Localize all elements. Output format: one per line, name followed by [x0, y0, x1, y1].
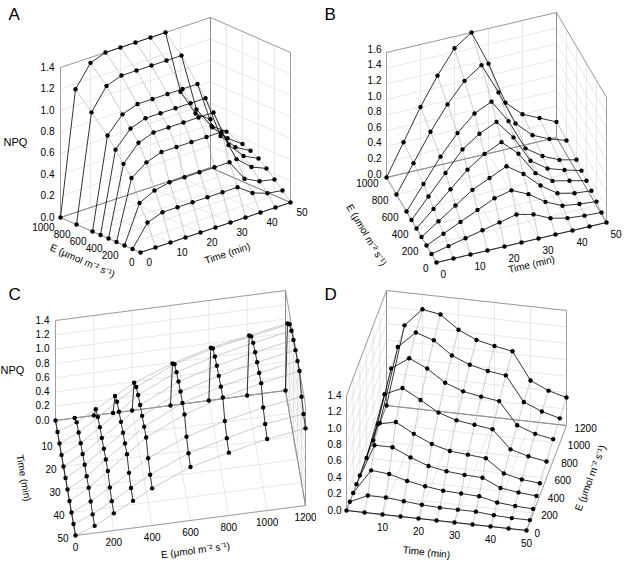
svg-text:0.8: 0.8 — [41, 126, 55, 137]
svg-text:1.0: 1.0 — [36, 343, 50, 354]
svg-text:Time (min): Time (min) — [507, 253, 556, 275]
svg-text:E (μmol m⁻² s⁻¹): E (μmol m⁻² s⁻¹) — [49, 242, 117, 280]
svg-text:1000: 1000 — [256, 517, 279, 528]
svg-text:10: 10 — [475, 261, 487, 272]
svg-text:1.0: 1.0 — [41, 105, 55, 116]
svg-text:0.4: 0.4 — [368, 137, 382, 148]
svg-text:0.0: 0.0 — [36, 415, 50, 426]
svg-text:200: 200 — [102, 250, 119, 261]
svg-text:0.2: 0.2 — [36, 400, 50, 411]
svg-text:1.2: 1.2 — [328, 406, 342, 417]
svg-text:1.6: 1.6 — [368, 44, 382, 55]
svg-text:Time (min): Time (min) — [203, 241, 251, 266]
svg-text:0.6: 0.6 — [368, 122, 382, 133]
svg-text:600: 600 — [555, 475, 572, 486]
svg-text:800: 800 — [220, 522, 237, 533]
svg-text:0.8: 0.8 — [368, 106, 382, 117]
svg-text:E (μmol m⁻² s⁻¹): E (μmol m⁻² s⁻¹) — [160, 540, 230, 560]
svg-text:30: 30 — [449, 530, 461, 541]
svg-text:D: D — [325, 285, 337, 304]
svg-text:0.2: 0.2 — [368, 153, 382, 164]
svg-text:1.4: 1.4 — [36, 315, 50, 326]
svg-text:1000: 1000 — [568, 440, 591, 451]
svg-text:B: B — [325, 5, 336, 24]
svg-text:0.8: 0.8 — [36, 358, 50, 369]
svg-text:0.2: 0.2 — [328, 488, 342, 499]
svg-text:0.0: 0.0 — [328, 505, 342, 516]
svg-text:1.2: 1.2 — [41, 83, 55, 94]
svg-text:0.4: 0.4 — [41, 169, 55, 180]
svg-text:NPQ: NPQ — [1, 364, 25, 376]
svg-text:30: 30 — [237, 227, 249, 238]
svg-text:50: 50 — [57, 533, 69, 544]
svg-text:A: A — [9, 5, 21, 24]
svg-text:1.0: 1.0 — [328, 423, 342, 434]
svg-text:600: 600 — [182, 527, 199, 538]
svg-text:400: 400 — [86, 243, 103, 254]
svg-text:400: 400 — [392, 229, 409, 240]
svg-text:0.6: 0.6 — [328, 455, 342, 466]
svg-text:0: 0 — [535, 528, 541, 539]
svg-text:20: 20 — [508, 252, 520, 264]
svg-text:0: 0 — [129, 257, 135, 268]
svg-text:30: 30 — [542, 244, 554, 256]
svg-text:1.4: 1.4 — [41, 62, 55, 73]
svg-text:0.2: 0.2 — [41, 190, 55, 201]
svg-text:0.4: 0.4 — [36, 386, 50, 397]
svg-text:600: 600 — [382, 212, 399, 223]
svg-text:400: 400 — [144, 532, 161, 543]
svg-text:50: 50 — [521, 538, 533, 549]
svg-text:800: 800 — [54, 229, 71, 240]
svg-text:20: 20 — [207, 237, 219, 248]
svg-text:50: 50 — [297, 207, 309, 218]
svg-text:0: 0 — [441, 269, 447, 280]
svg-text:0.6: 0.6 — [41, 147, 55, 158]
svg-text:10: 10 — [377, 522, 389, 533]
svg-text:0.8: 0.8 — [328, 439, 342, 450]
svg-text:1.2: 1.2 — [36, 329, 50, 340]
svg-text:40: 40 — [53, 510, 65, 521]
svg-text:1200: 1200 — [294, 512, 316, 523]
svg-text:0.4: 0.4 — [328, 472, 342, 483]
svg-text:40: 40 — [267, 217, 279, 228]
svg-text:200: 200 — [541, 510, 558, 521]
svg-text:40: 40 — [485, 534, 497, 545]
svg-text:0: 0 — [147, 257, 153, 268]
svg-text:30: 30 — [49, 487, 61, 498]
svg-text:1000: 1000 — [32, 222, 55, 233]
svg-text:0: 0 — [73, 542, 79, 553]
svg-text:NPQ: NPQ — [4, 136, 28, 148]
svg-text:1.4: 1.4 — [328, 390, 342, 401]
svg-text:C: C — [9, 285, 21, 304]
svg-text:1200: 1200 — [575, 423, 598, 434]
svg-text:0.0: 0.0 — [40, 211, 55, 223]
svg-text:E (μmol m⁻² s⁻¹): E (μmol m⁻² s⁻¹) — [344, 202, 389, 268]
svg-text:400: 400 — [548, 493, 565, 504]
svg-text:0: 0 — [423, 263, 429, 274]
svg-text:10: 10 — [177, 247, 189, 258]
svg-text:0.0: 0.0 — [367, 168, 382, 180]
svg-text:1000: 1000 — [356, 178, 379, 189]
svg-text:Time (min): Time (min) — [14, 454, 33, 503]
svg-text:200: 200 — [105, 537, 122, 548]
svg-text:0.6: 0.6 — [36, 372, 50, 383]
svg-text:10: 10 — [41, 441, 53, 452]
svg-text:20: 20 — [413, 526, 425, 537]
svg-text:1.0: 1.0 — [368, 91, 382, 102]
svg-text:800: 800 — [561, 458, 578, 469]
svg-text:200: 200 — [402, 246, 419, 257]
svg-text:E (μmol m⁻² s⁻¹): E (μmol m⁻² s⁻¹) — [573, 443, 608, 512]
svg-text:1.2: 1.2 — [368, 75, 382, 86]
svg-text:40: 40 — [577, 237, 589, 248]
svg-text:800: 800 — [372, 195, 389, 206]
svg-text:50: 50 — [611, 229, 623, 240]
svg-text:600: 600 — [70, 236, 87, 247]
svg-text:Time (min): Time (min) — [402, 544, 450, 560]
svg-text:20: 20 — [45, 464, 57, 475]
svg-text:1.4: 1.4 — [368, 59, 382, 70]
